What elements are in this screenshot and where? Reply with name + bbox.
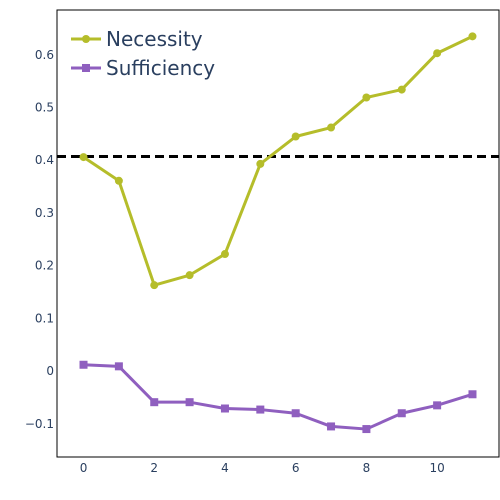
x-tick-label: 0 (80, 461, 88, 475)
sufficiency-point (468, 390, 477, 399)
axis-ticks: 0 2 4 6 8 10 −0.1 0 0.1 0.2 0.3 0.4 0.5 0.6 (25, 48, 445, 475)
necessity-point (397, 85, 406, 94)
necessity-point (327, 123, 336, 132)
necessity-point (433, 49, 442, 58)
necessity-point (468, 32, 477, 41)
sufficiency-point (256, 405, 265, 414)
x-tick-label: 8 (363, 461, 371, 475)
necessity-point (79, 153, 88, 162)
necessity-point (185, 271, 194, 280)
y-tick-label: 0.5 (35, 101, 54, 115)
plot-frame (56, 9, 500, 458)
necessity-point (256, 159, 265, 168)
necessity-legend-marker (82, 35, 90, 43)
sufficiency-point (327, 422, 336, 431)
sufficiency-legend-marker (82, 64, 90, 72)
y-tick-label: −0.1 (25, 417, 54, 431)
necessity-point (291, 132, 300, 141)
y-tick-label: 0.4 (35, 153, 54, 167)
x-tick-label: 2 (150, 461, 158, 475)
y-tick-label: 0.3 (35, 206, 54, 220)
sufficiency-point (433, 401, 442, 410)
sufficiency-point (397, 409, 406, 418)
necessity-point (362, 93, 371, 102)
necessity-point (150, 281, 159, 290)
sufficiency-point (79, 360, 88, 369)
y-tick-label: 0 (46, 364, 54, 378)
sufficiency-point (220, 404, 229, 413)
series-group (79, 32, 477, 434)
x-tick-label: 4 (221, 461, 229, 475)
sufficiency-point (362, 425, 371, 434)
legend: Necessity Sufficiency (71, 27, 215, 80)
necessity-point (220, 250, 229, 259)
y-tick-label: 0.1 (35, 311, 54, 325)
sufficiency-point (114, 362, 123, 371)
necessity-point (114, 176, 123, 185)
sufficiency-legend-label: Sufficiency (106, 56, 215, 80)
sufficiency-point (150, 398, 159, 407)
necessity-legend-label: Necessity (106, 27, 203, 51)
x-tick-label: 6 (292, 461, 300, 475)
sufficiency-series-line (83, 363, 473, 431)
sufficiency-point (291, 409, 300, 418)
y-tick-label: 0.6 (35, 48, 54, 62)
sufficiency-point (185, 398, 194, 407)
y-tick-label: 0.2 (35, 259, 54, 273)
necessity-series-line (82, 35, 474, 287)
x-tick-label: 10 (429, 461, 444, 475)
